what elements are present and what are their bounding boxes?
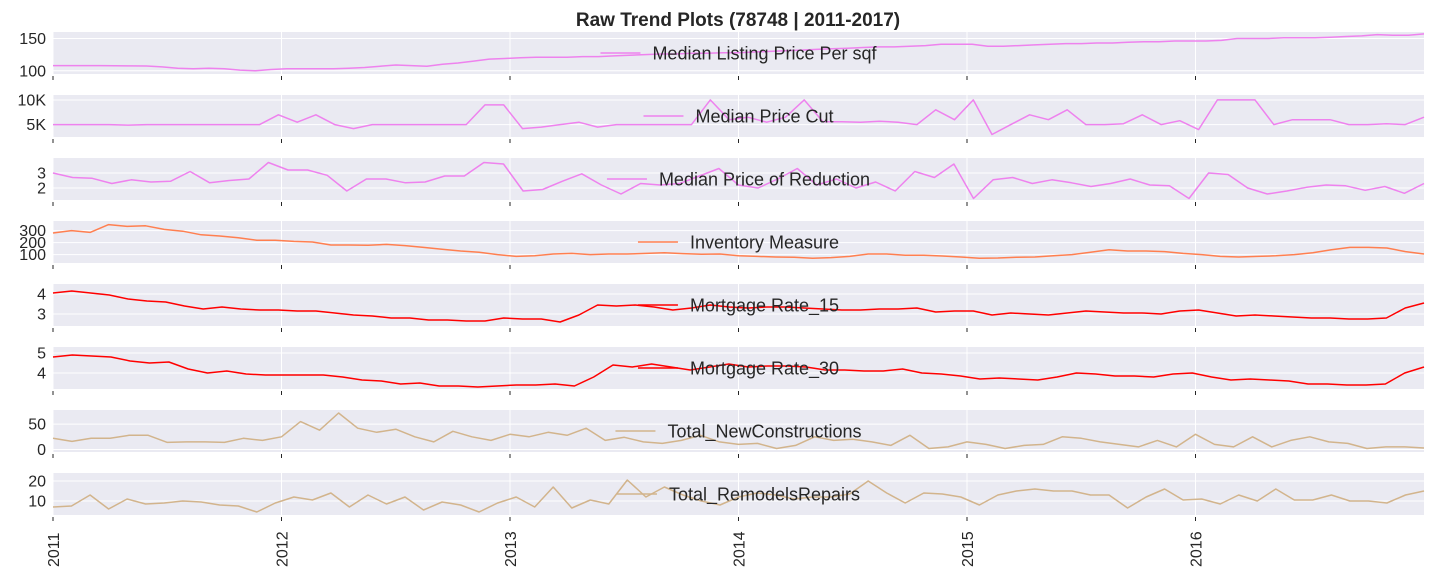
legend-label: Median Price Cut bbox=[695, 107, 833, 127]
legend-label: Total_RemodelsRepairs bbox=[669, 485, 860, 506]
series-line bbox=[52, 223, 1425, 259]
series-line bbox=[52, 161, 1425, 200]
y-tick-label: 10 bbox=[28, 494, 46, 511]
y-tick-label: 20 bbox=[28, 474, 46, 491]
subplot-2: 5K 10K Median Price Cut bbox=[18, 92, 1425, 143]
series-line bbox=[52, 290, 1425, 323]
y-tick-label: 5 bbox=[37, 346, 46, 363]
y-tick-label: 150 bbox=[19, 31, 46, 48]
y-tick-label: 0 bbox=[37, 442, 46, 459]
y-tick-label: 3 bbox=[37, 166, 46, 183]
subplot-3: 23 Median Price of Reduction bbox=[37, 158, 1425, 206]
legend-label: Median Price of Reduction bbox=[659, 170, 870, 190]
x-tick-label: 2014 bbox=[732, 531, 749, 567]
subplot-8: 10 20 Total_RemodelsRepairs bbox=[28, 473, 1425, 521]
y-tick-label: 2 bbox=[37, 181, 46, 198]
subplot-7: 0 50 Total_NewConstructions bbox=[28, 410, 1425, 459]
legend-label: Inventory Measure bbox=[690, 233, 839, 253]
legend-label: Median Listing Price Per sqf bbox=[652, 44, 877, 64]
y-tick-label: 300 bbox=[19, 223, 46, 240]
y-tick-label: 50 bbox=[28, 417, 46, 434]
series-line bbox=[52, 412, 1425, 450]
x-tick-label: 2015 bbox=[960, 531, 977, 567]
figure-title: Raw Trend Plots (78748 | 2011-2017) bbox=[576, 10, 900, 31]
y-tick-label: 4 bbox=[37, 366, 46, 383]
y-tick-label: 3 bbox=[37, 307, 46, 324]
x-tick-label: 2013 bbox=[503, 531, 520, 567]
legend-label: Mortgage Rate_15 bbox=[690, 296, 839, 317]
x-tick-label: 2016 bbox=[1189, 531, 1206, 567]
y-tick-label: 5K bbox=[26, 117, 46, 134]
series-line bbox=[52, 354, 1425, 388]
y-tick-label: 4 bbox=[37, 287, 46, 304]
legend-label: Total_NewConstructions bbox=[667, 422, 861, 443]
shared-x-axis: 2011 2012 2013 2014 2015 2016 bbox=[46, 531, 1206, 567]
x-tick-label: 2012 bbox=[275, 531, 292, 567]
y-tick-label: 10K bbox=[18, 92, 47, 109]
y-tick-label: 100 bbox=[19, 247, 46, 264]
legend-label: Mortgage Rate_30 bbox=[690, 359, 839, 380]
series-line bbox=[53, 33, 1425, 72]
subplot-6: 4 5 Mortgage Rate_30 bbox=[37, 346, 1425, 395]
series-line bbox=[52, 479, 1425, 513]
y-tick-label: 100 bbox=[19, 63, 46, 80]
subplot-1: 100 150 Median Listing Price Per sqf bbox=[19, 31, 1425, 80]
subplot-5: 3 4 Mortgage Rate_15 bbox=[37, 284, 1425, 332]
x-tick-label: 2011 bbox=[46, 532, 63, 567]
series-line bbox=[53, 99, 1425, 136]
y-tick-label: 200 bbox=[19, 235, 46, 252]
